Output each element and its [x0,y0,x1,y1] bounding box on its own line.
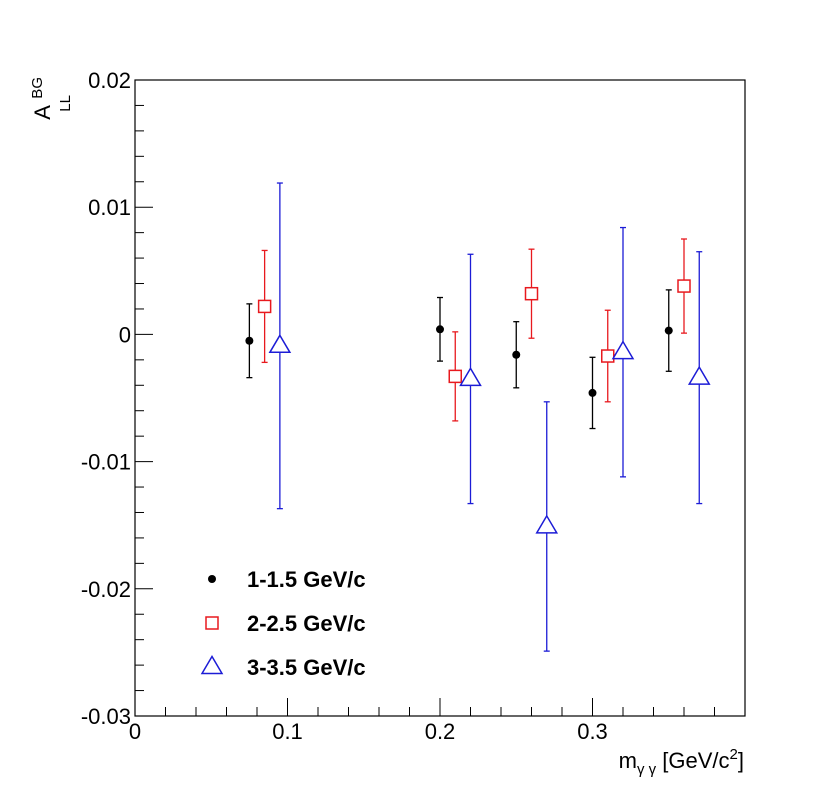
x-axis-title: mγ γ [GeV/c2] [619,746,744,778]
legend-marker-1 [208,575,216,583]
x-axis-title-sub: γ γ [637,761,657,778]
data-point [245,336,254,345]
data-point [257,299,272,314]
data-point [448,369,462,384]
series-3 [268,182,711,652]
data-layer [245,182,711,652]
legend: 1-1.5 GeV/c 2-2.5 GeV/c 3-3.5 GeV/c [200,567,366,680]
data-point [611,340,635,360]
y-axis-title-main: A [30,105,55,120]
x-tick-label: 0.2 [425,719,456,744]
legend-marker-3 [200,654,224,675]
axes: 0.020.010-0.01-0.02-0.030 0.1 0.2 0.3 [81,68,746,744]
y-axis-title-sup: BG [29,77,46,99]
data-point [664,326,673,335]
y-tick-label: -0.01 [81,450,131,475]
x-tick-label: 0 [129,719,141,744]
data-point [535,514,559,534]
y-tick-label: -0.02 [81,577,131,602]
legend-label-3: 3-3.5 GeV/c [247,655,366,680]
x-axis-title-unit: [GeV/c [656,748,729,773]
data-point [588,388,597,397]
legend-marker-2 [205,616,219,630]
series-2 [257,238,691,422]
data-point [601,349,615,363]
data-point [687,365,711,385]
legend-label-1: 1-1.5 GeV/c [247,567,366,592]
x-axis-title-unit-end: ] [738,748,744,773]
y-tick-label: 0 [119,322,131,347]
data-point [677,279,691,293]
data-point [512,350,521,359]
y-tick-label: -0.03 [81,704,131,729]
plot-frame [134,79,746,717]
data-point [459,366,482,387]
y-tick-label: 0.01 [88,195,131,220]
data-point [268,333,292,354]
y-axis-title: A LL BG [29,77,74,120]
y-tick-label: 0.02 [88,68,131,93]
data-point [524,286,539,301]
x-tick-label: 0.3 [577,719,608,744]
x-axis-title-main: m [619,748,637,773]
x-axis-title-unit-sup: 2 [730,746,738,763]
series-1 [245,289,673,430]
data-point [436,325,444,334]
y-axis-title-sub: LL [57,95,74,112]
legend-label-2: 2-2.5 GeV/c [247,611,366,636]
x-tick-label: 0.1 [272,719,303,744]
